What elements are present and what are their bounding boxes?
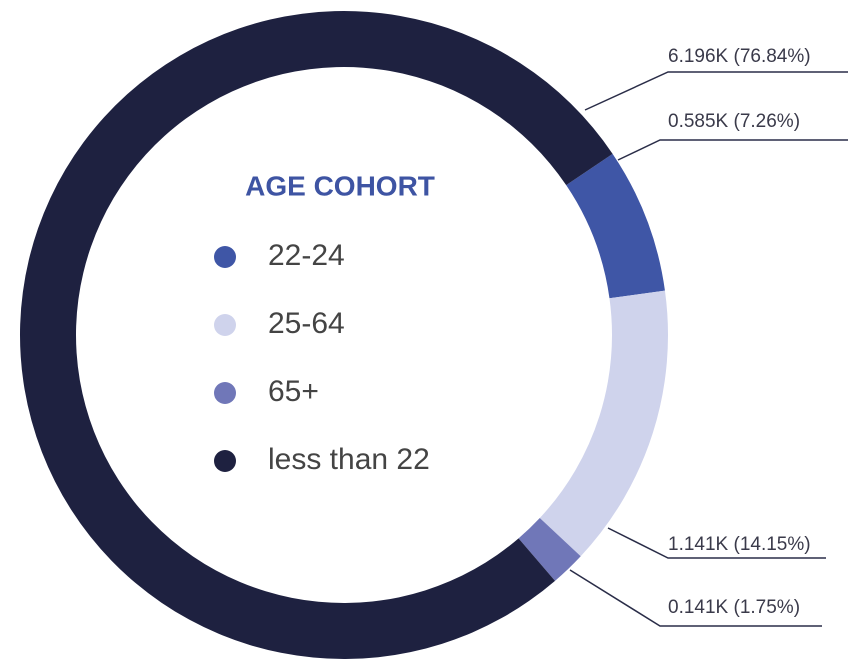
legend-title: AGE COHORT [245,170,435,201]
donut-slice [539,290,668,557]
leader-line [584,71,848,111]
donut-slice [566,153,665,299]
legend-label: 65+ [268,375,319,408]
data-label: 0.141K (1.75%) [668,597,800,618]
leader-line [569,569,822,627]
legend-marker [214,314,236,336]
data-label: 0.585K (7.26%) [668,111,800,132]
leader-line [617,139,848,161]
legend-marker [214,246,236,268]
legend-marker [214,450,236,472]
legend-label: 25-64 [268,307,345,340]
donut-slice [518,517,581,581]
leader-line [607,527,826,559]
data-label: 6.196K (76.84%) [668,46,811,67]
legend-label: 22-24 [268,239,345,272]
legend-marker [214,382,236,404]
legend-label: less than 22 [268,443,430,476]
data-label: 1.141K (14.15%) [668,534,811,555]
